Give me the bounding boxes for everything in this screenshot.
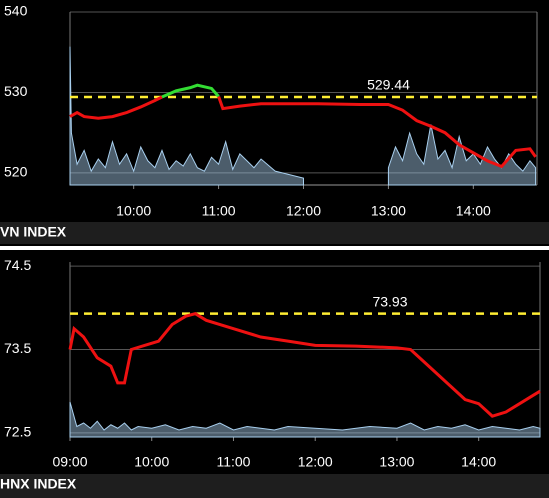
chart-title: HNX INDEX [0, 476, 77, 492]
volume-area [69, 46, 304, 186]
x-tick-label: 10:00 [116, 203, 151, 219]
y-tick-label: 72.5 [4, 424, 31, 440]
y-tick-label: 520 [4, 164, 28, 180]
x-tick-label: 13:00 [371, 203, 406, 219]
y-tick-label: 530 [4, 83, 28, 99]
x-tick-label: 11:00 [202, 203, 236, 219]
x-tick-label: 12:00 [298, 454, 333, 470]
reference-label: 529.44 [367, 77, 410, 93]
index-line [68, 312, 541, 418]
index-line [217, 95, 537, 169]
y-tick-label: 540 [4, 3, 28, 19]
index-line [69, 95, 163, 120]
x-tick-label: 11:00 [216, 454, 250, 470]
x-tick-label: 13:00 [379, 454, 414, 470]
x-tick-label: 14:00 [456, 203, 491, 219]
x-tick-label: 10:00 [134, 454, 169, 470]
chart-title: VN INDEX [0, 224, 67, 240]
panel-bg [0, 250, 549, 498]
index-line [161, 83, 220, 99]
x-tick-label: 09:00 [52, 454, 87, 470]
title-bar [0, 222, 549, 244]
x-tick-label: 12:00 [286, 203, 321, 219]
y-tick-label: 73.5 [4, 340, 31, 356]
volume-area [387, 124, 537, 186]
y-tick-label: 74.5 [4, 257, 31, 273]
x-tick-label: 14:00 [461, 454, 496, 470]
panel-bg [0, 0, 549, 246]
volume-area [69, 401, 541, 438]
title-bar [0, 474, 549, 498]
reference-label: 73.93 [372, 293, 407, 309]
